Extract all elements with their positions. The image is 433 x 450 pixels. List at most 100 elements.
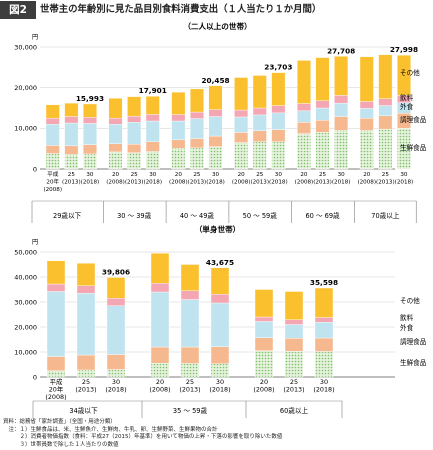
chart-0-xtick-label: 平成 [47,170,59,178]
chart-0-bar-外食 [315,107,330,121]
chart-0-xtick-label: (2013) [62,180,81,186]
chart-0-total-label: 27,998 [390,45,418,54]
chart-1-xtick-label: 25 [82,378,90,386]
chart-0-xtick-label: 20年 [46,178,59,186]
chart-1-bar-その他 [210,267,230,295]
chart-1-xtick-label: 30 [320,378,328,386]
chart-1-bar-生鮮食品 [314,351,334,378]
chart-0-bar-飲料 [297,103,311,112]
chart-0-bar-調理食品 [108,143,123,153]
chart-0-bar-その他 [127,96,142,117]
chart-0-xtick-label: (2008) [106,180,125,186]
chart-0-xtick-label: 30 [400,172,408,178]
note-1: 注：１）生鮮食品は、米、生鮮魚介、生鮮肉、牛乳、卵、生鮮野菜、生鮮果物の合計 [3,426,218,433]
chart-0-legend-外食: 外食 [400,102,414,111]
chart-1-bar-生鮮食品 [210,363,230,378]
chart-0-group-label: 40 ～ 49歳 [180,211,215,220]
chart-0-bar-外食 [271,112,286,130]
chart-0-bar-生鮮食品 [359,130,374,170]
chart-0-bar-生鮮食品 [252,141,267,170]
chart-0-bar-その他 [82,103,97,118]
chart-0-bar-飲料 [82,117,97,124]
chart-1-title: （単身世帯） [195,224,241,234]
figure-header: 図2 世帯主の年齢別に見た品目別食料消費支出（１人当たり１か月間） [0,0,433,20]
chart-1-bar-生鮮食品 [150,363,170,378]
chart-0-bar-その他 [171,91,186,115]
chart-1-total-label: 35,598 [310,278,338,287]
chart-0-ytick-label: 30,000 [14,43,37,51]
chart-0-xtick-label: 30 [86,172,94,178]
chart-1-ytick-label: 20,000 [14,323,37,331]
chart-1-unit: 円 [32,239,38,246]
chart-0-legend-調理食品: 調理食品 [400,115,427,124]
chart-1-ytick-label: 40,000 [14,273,37,281]
chart-1-bar-飲料 [210,294,230,304]
chart-1-bar-調理食品 [210,346,230,364]
chart-0-bar-調理食品 [171,139,186,149]
chart-0-xtick-label: (2018) [206,180,225,186]
chart-0-bar-外食 [234,116,249,133]
chart-0-bar-外食 [45,124,60,146]
chart-0-group-label: 29歳以下 [53,211,82,220]
chart-0-bar-飲料 [189,111,204,119]
chart-0-bar-飲料 [208,109,223,117]
chart-0-bar-その他 [378,54,393,99]
chart-1-xtick-label: (2018) [313,386,334,394]
chart-1-bar-その他 [106,277,126,299]
chart-1-xtick-label: 20 [156,378,164,386]
chart-0-bar-外食 [189,118,204,139]
chart-1-bar-その他 [284,291,304,320]
chart-0-bar-その他 [397,54,411,96]
chart-0-bar-生鮮食品 [82,153,97,170]
chart-0-bar-調理食品 [334,116,349,131]
chart-0-bar-外食 [208,116,223,137]
chart-0-xtick-label: 20 [300,172,308,178]
chart-1-bar-外食 [76,293,96,356]
chart-0-bar-飲料 [378,98,393,106]
chart-0-bar-外食 [171,120,186,140]
chart-0-bar-調理食品 [64,145,79,155]
chart-0-bar-調理食品 [145,141,160,152]
chart-0-xtick-label: 20 [363,172,371,178]
chart-0-bar-その他 [189,88,204,113]
chart-0-bar-調理食品 [359,117,374,131]
chart-0-xtick-label: 30 [149,172,157,178]
chart-0-bar-生鮮食品 [171,148,186,170]
chart-0-bar-飲料 [252,107,267,116]
chart-1-legend-飲料: 飲料 [400,313,414,322]
chart-0-bar-外食 [297,110,311,123]
chart-0-bar-生鮮食品 [334,130,349,170]
chart-0-xtick-label: (2013) [376,180,395,186]
chart-0-unit: 円 [32,34,38,41]
chart-0-bar-外食 [145,120,160,142]
chart-0-bar-飲料 [234,109,249,118]
chart-0-xtick-label: (2013) [313,180,332,186]
chart-0-xtick-label: (2008) [295,180,314,186]
chart-1-total-label: 43,675 [206,258,234,267]
chart-1-group-label: 35 ～ 59歳 [173,406,208,415]
chart-0-bar-その他 [252,75,267,109]
chart-1-xtick-label: 25 [186,378,194,386]
chart-0-bar-生鮮食品 [108,151,123,170]
chart-0-xtick-label: 30 [212,172,220,178]
chart-0-bar-飲料 [64,116,79,124]
chart-1-total-label: 39,806 [102,267,130,276]
chart-0-bar-生鮮食品 [208,146,223,170]
chart-0-bar-外食 [359,108,374,119]
chart-0-ytick-label: 20,000 [14,84,37,92]
figure-label: 図2 [0,1,36,19]
chart-1-bar-外食 [254,321,274,338]
chart-0-bar-調理食品 [378,115,393,130]
chart-0-bar-その他 [359,56,374,102]
chart-1-bar-生鮮食品 [106,369,126,378]
chart-0-bar-飲料 [127,115,142,123]
chart-1-xtick-label: (2008) [149,386,170,394]
chart-0-legend-その他: その他 [400,68,420,77]
chart-0-bar-飲料 [334,95,349,104]
chart-0-bar-外食 [334,102,349,117]
chart-1-bar-調理食品 [106,354,126,370]
chart-1-bar-その他 [314,287,334,318]
chart-0-bar-調理食品 [127,143,142,153]
chart-0-xtick-label: 25 [193,172,201,178]
chart-1-bar-生鮮食品 [46,370,66,378]
